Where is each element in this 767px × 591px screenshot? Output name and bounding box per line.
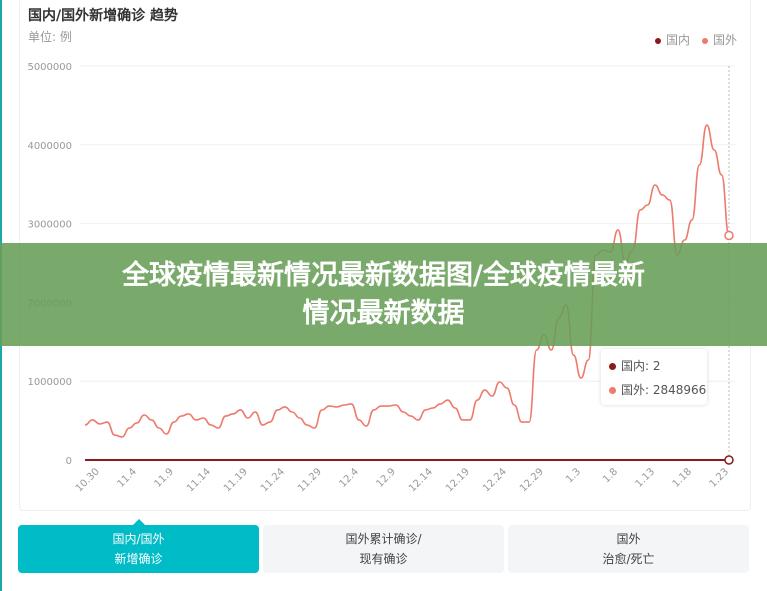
legend-dot-icon	[654, 37, 661, 44]
x-tick-label: 11.4	[115, 466, 139, 490]
x-tick-label: 12.29	[518, 466, 546, 494]
data-point-highlight	[724, 230, 734, 241]
tooltip-domestic-text: 国内: 2	[621, 359, 661, 373]
tab-label: 国内/国外	[112, 532, 165, 546]
dot-icon	[609, 387, 616, 394]
tab-label: 新增确诊	[114, 552, 163, 566]
legend-item-domestic[interactable]: 国内	[654, 31, 690, 48]
x-tick-label: 11.14	[185, 466, 213, 494]
tooltip-foreign-text: 国外: 2848966	[621, 383, 707, 397]
tab-label: 治愈/死亡	[602, 552, 655, 566]
tab-bar: 国内/国外新增确诊 国外累计确诊/现有确诊 国外治愈/死亡	[18, 519, 749, 573]
banner-line: 情况最新数据	[302, 297, 465, 329]
unit-label: 单位: 例	[28, 30, 72, 44]
legend-label: 国外	[712, 33, 737, 47]
x-tick-label: 11.9	[152, 466, 176, 490]
tab-cumulative-confirmed[interactable]: 国外累计确诊/现有确诊	[263, 525, 504, 573]
tooltip: 国内: 2 国外: 2848966	[601, 349, 707, 405]
legend: 国内 国外	[654, 31, 737, 48]
y-tick-label: 3000000	[27, 220, 72, 231]
tab-label: 现有确诊	[359, 552, 408, 566]
chart-title: 国内/国外新增确诊 趋势	[28, 8, 178, 24]
x-tick-label: 10.30	[74, 466, 102, 494]
y-tick-label: 5000000	[27, 62, 72, 73]
x-tick-label: 12.9	[374, 466, 398, 490]
x-tick-label: 11.24	[259, 466, 287, 494]
x-tick-label: 1.18	[671, 466, 695, 490]
x-tick-label: 12.4	[337, 466, 361, 490]
tab-cured-deaths[interactable]: 国外治愈/死亡	[508, 525, 749, 573]
x-tick-label: 1.23	[708, 466, 732, 490]
y-tick-label: 4000000	[27, 141, 72, 152]
x-tick-label: 1.8	[601, 466, 620, 485]
tab-new-confirmed[interactable]: 国内/国外新增确诊	[18, 519, 259, 573]
x-tick-label: 1.3	[564, 466, 583, 485]
data-point-highlight	[724, 455, 734, 465]
x-tick-label: 11.29	[296, 466, 324, 494]
legend-label: 国内	[665, 33, 690, 47]
y-tick-label: 0	[66, 456, 72, 467]
x-tick-label: 12.14	[407, 466, 435, 494]
x-tick-label: 1.13	[634, 466, 658, 490]
tooltip-foreign: 国外: 2848966	[609, 381, 706, 398]
legend-dot-icon	[701, 37, 708, 44]
tab-label: 国外	[616, 532, 641, 546]
tooltip-domestic: 国内: 2	[609, 357, 661, 374]
x-tick-label: 12.24	[481, 466, 509, 494]
y-tick-label: 1000000	[27, 377, 72, 388]
tab-label: 国外累计确诊/	[345, 532, 422, 546]
x-tick-label: 11.19	[222, 466, 250, 494]
dot-icon	[609, 363, 616, 370]
banner-line: 全球疫情最新情况最新数据图/全球疫情最新	[122, 259, 645, 291]
x-tick-label: 12.19	[444, 466, 472, 494]
headline-banner: 全球疫情最新情况最新数据图/全球疫情最新 情况最新数据	[0, 243, 767, 346]
legend-item-foreign[interactable]: 国外	[701, 31, 737, 48]
